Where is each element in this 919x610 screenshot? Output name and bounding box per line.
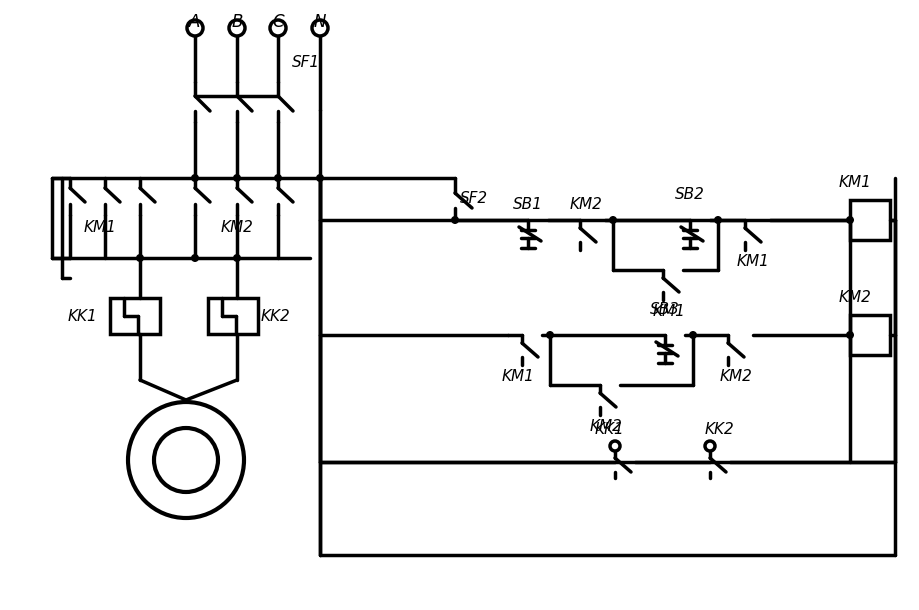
Text: KM1: KM1: [84, 220, 117, 235]
Circle shape: [450, 216, 459, 224]
Text: N: N: [313, 13, 326, 31]
Text: SB2: SB2: [675, 187, 704, 202]
Circle shape: [688, 331, 697, 339]
Circle shape: [845, 331, 853, 339]
Circle shape: [608, 216, 617, 224]
Circle shape: [274, 174, 282, 182]
Circle shape: [315, 174, 323, 182]
Circle shape: [136, 254, 144, 262]
Text: KK1: KK1: [595, 422, 624, 437]
Text: KM2: KM2: [570, 197, 602, 212]
Text: KM2: KM2: [720, 369, 752, 384]
Text: SF2: SF2: [460, 190, 488, 206]
Text: KM2: KM2: [837, 290, 870, 305]
Text: A: A: [189, 13, 200, 31]
Text: KK2: KK2: [704, 422, 734, 437]
Bar: [849, 200, 889, 240]
Text: KM1: KM1: [837, 175, 870, 190]
Circle shape: [233, 254, 241, 262]
Circle shape: [191, 174, 199, 182]
Text: KK2: KK2: [261, 309, 290, 323]
Text: C: C: [272, 13, 283, 31]
Text: SB3: SB3: [650, 302, 679, 317]
Circle shape: [191, 254, 199, 262]
Bar: [208, 298, 257, 334]
Text: SF1: SF1: [291, 55, 320, 70]
Text: B: B: [231, 13, 243, 31]
Text: KM1: KM1: [652, 304, 686, 319]
Text: KK1: KK1: [68, 309, 97, 323]
Circle shape: [713, 216, 721, 224]
Circle shape: [233, 174, 241, 182]
Circle shape: [845, 216, 853, 224]
Bar: [849, 315, 889, 355]
Text: KM2: KM2: [221, 220, 253, 235]
Text: KM2: KM2: [589, 419, 622, 434]
Bar: [110, 298, 160, 334]
Text: KM1: KM1: [736, 254, 769, 269]
Text: KM1: KM1: [502, 369, 534, 384]
Circle shape: [545, 331, 553, 339]
Text: SB1: SB1: [513, 197, 542, 212]
